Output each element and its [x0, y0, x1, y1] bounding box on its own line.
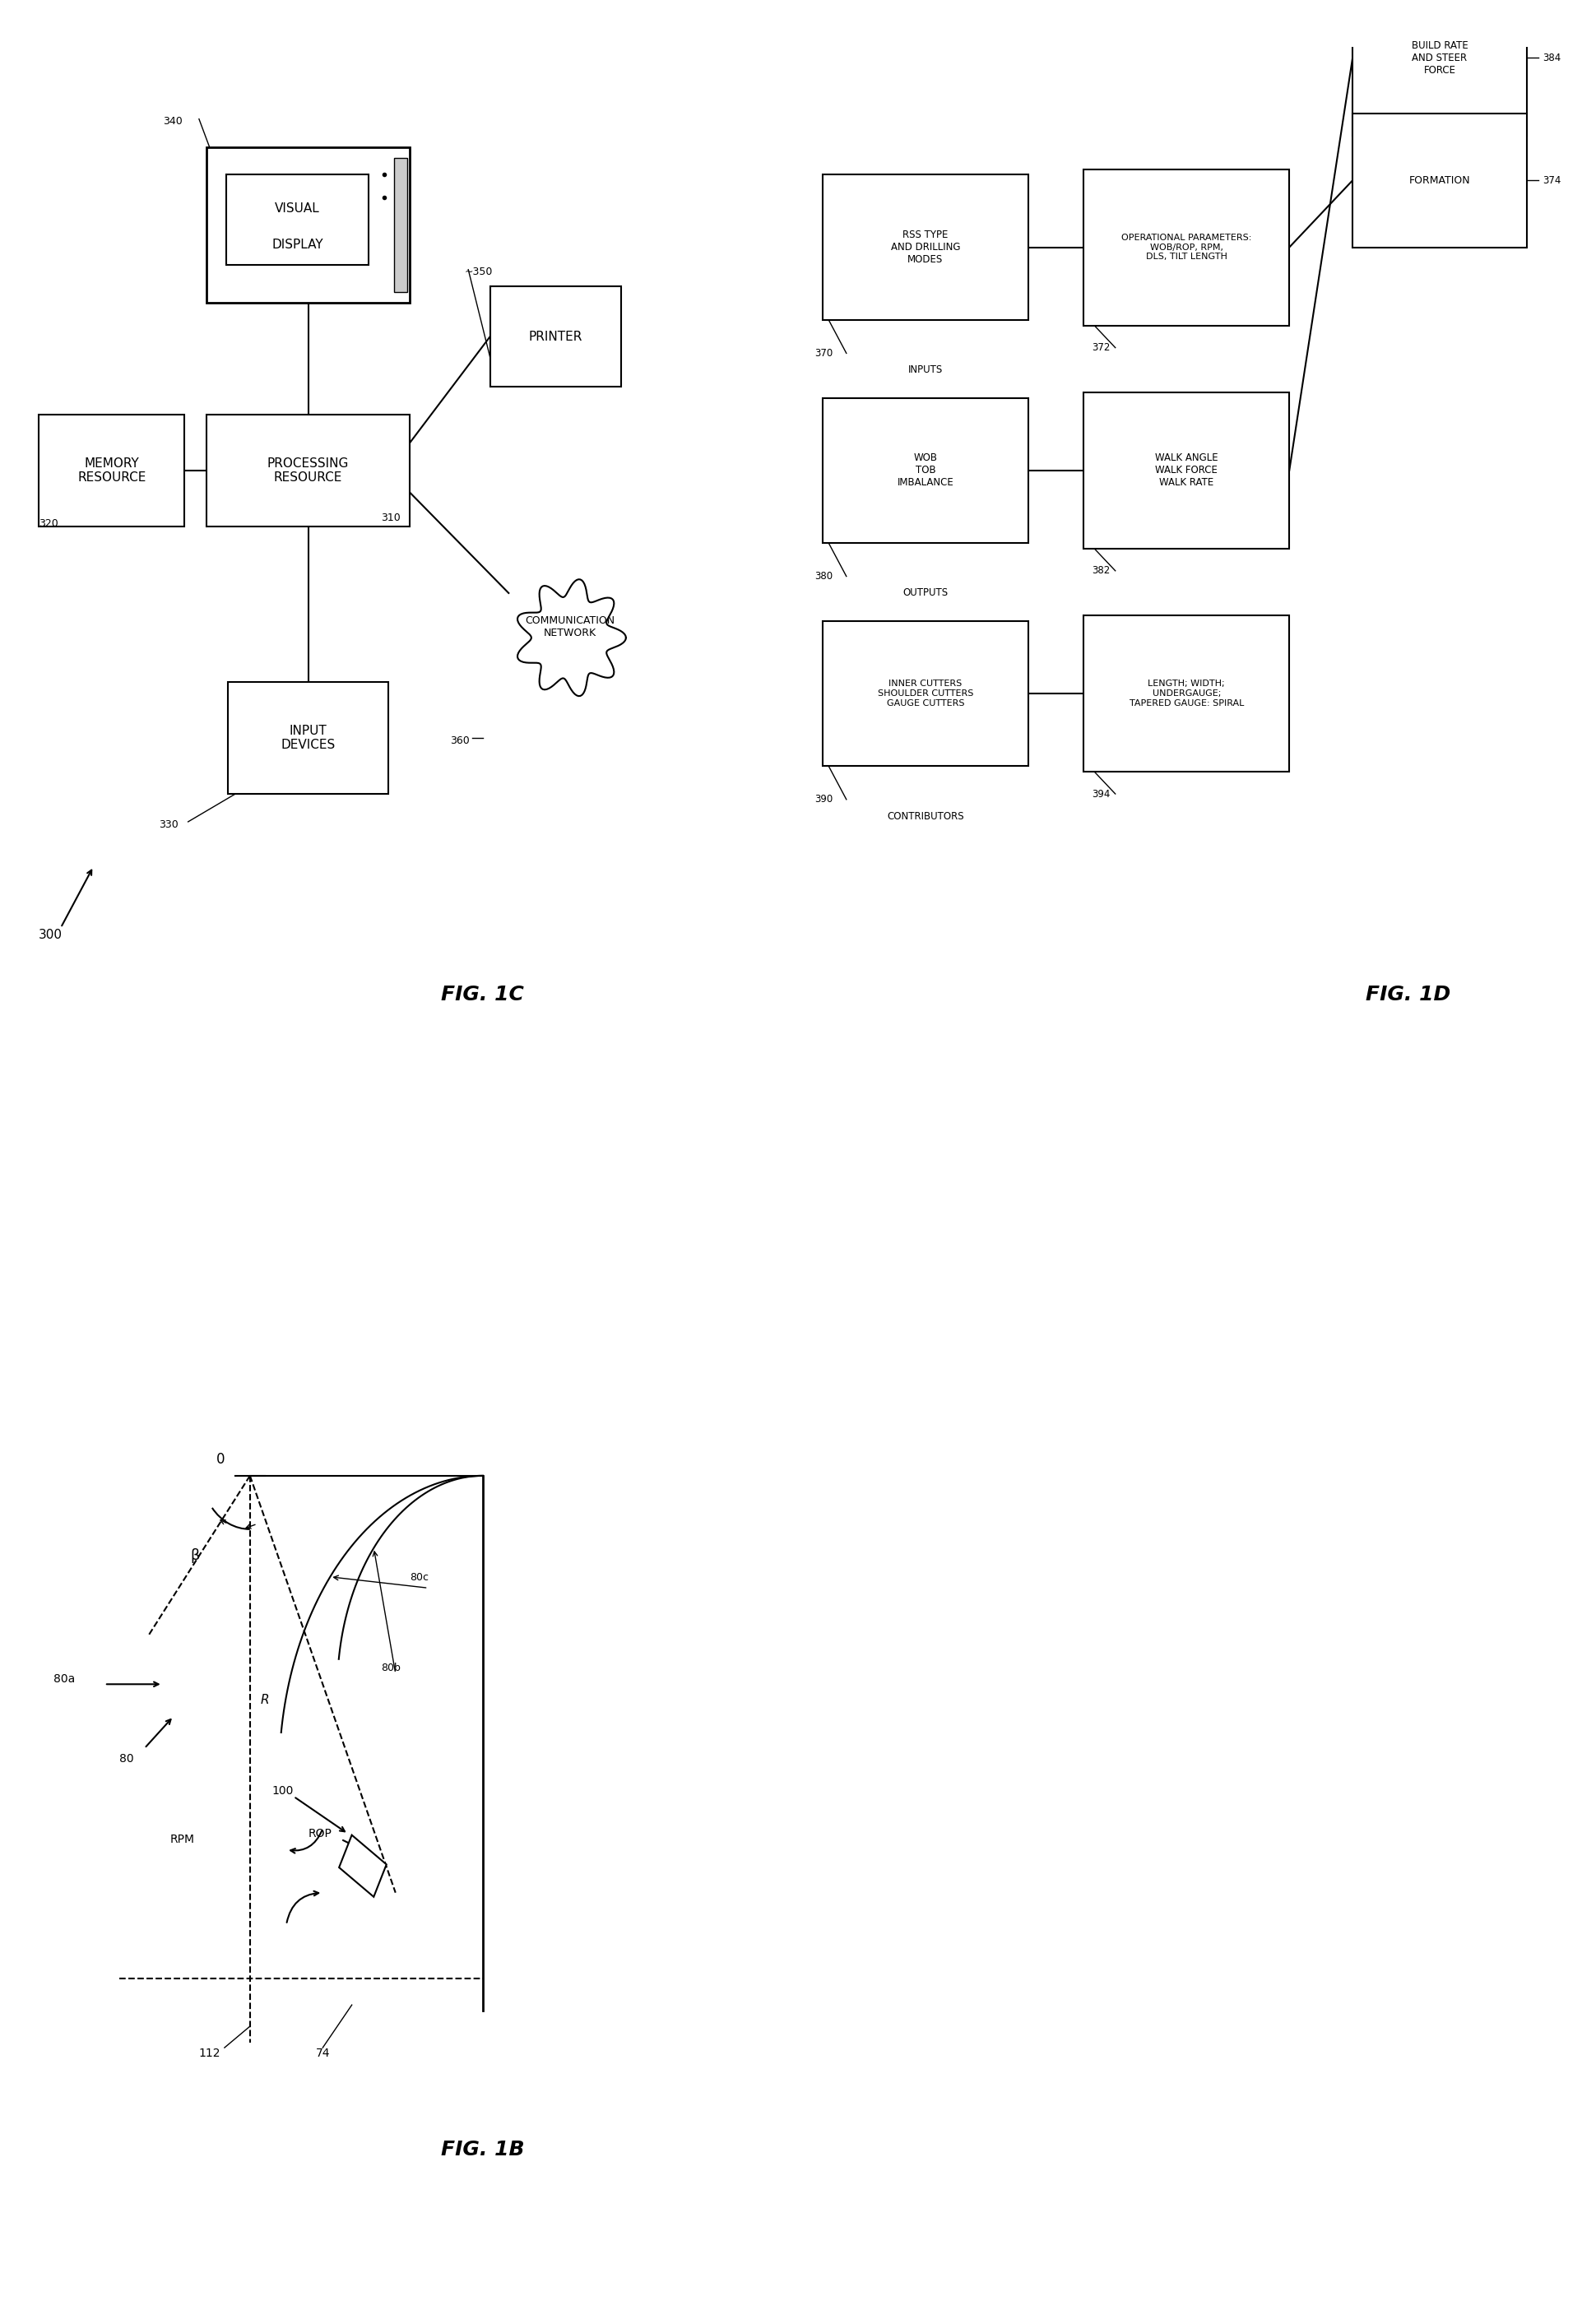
Text: FIG. 1B: FIG. 1B	[441, 2140, 525, 2159]
Bar	[394, 158, 407, 293]
Text: 372: 372	[1092, 342, 1111, 353]
Bar	[228, 683, 388, 795]
Bar	[823, 174, 1028, 321]
Text: 80: 80	[119, 1752, 133, 1764]
Text: FIG. 1C: FIG. 1C	[441, 985, 524, 1004]
Bar	[1084, 393, 1289, 548]
Text: INNER CUTTERS
SHOULDER CUTTERS
GAUGE CUTTERS: INNER CUTTERS SHOULDER CUTTERS GAUGE CUT…	[878, 681, 973, 706]
Bar	[490, 286, 622, 386]
Text: LENGTH; WIDTH;
UNDERGAUGE;
TAPERED GAUGE: SPIRAL: LENGTH; WIDTH; UNDERGAUGE; TAPERED GAUGE…	[1130, 681, 1243, 706]
Text: 300: 300	[40, 930, 63, 941]
Text: 112: 112	[199, 2047, 221, 2059]
Text: WALK ANGLE
WALK FORCE
WALK RATE: WALK ANGLE WALK FORCE WALK RATE	[1155, 453, 1218, 488]
Text: 370: 370	[815, 349, 834, 358]
Bar	[206, 414, 410, 525]
Text: INPUT
DEVICES: INPUT DEVICES	[282, 725, 335, 751]
Text: RPM: RPM	[169, 1834, 195, 1845]
Bar	[1084, 616, 1289, 772]
Text: OUTPUTS: OUTPUTS	[903, 588, 948, 600]
Text: INPUTS: INPUTS	[908, 365, 943, 376]
Text: WOB
TOB
IMBALANCE: WOB TOB IMBALANCE	[897, 453, 954, 488]
Bar	[226, 174, 369, 265]
Text: 100: 100	[272, 1785, 294, 1796]
Text: BUILD RATE
AND STEER
FORCE: BUILD RATE AND STEER FORCE	[1411, 40, 1468, 74]
Text: MEMORY
RESOURCE: MEMORY RESOURCE	[78, 458, 146, 483]
Text: RSS TYPE
AND DRILLING
MODES: RSS TYPE AND DRILLING MODES	[891, 230, 960, 265]
Text: ~350: ~350	[465, 267, 494, 277]
Text: 382: 382	[1092, 565, 1111, 576]
Text: FIG. 1D: FIG. 1D	[1365, 985, 1451, 1004]
Polygon shape	[339, 1836, 386, 1896]
Text: 374: 374	[1542, 174, 1561, 186]
Text: 380: 380	[815, 572, 834, 581]
Text: 74: 74	[315, 2047, 331, 2059]
Text: DISPLAY: DISPLAY	[272, 239, 323, 251]
Text: CONTRIBUTORS: CONTRIBUTORS	[888, 811, 963, 823]
Text: 330: 330	[160, 818, 179, 830]
Text: 384: 384	[1542, 51, 1561, 63]
Text: β: β	[191, 1548, 199, 1564]
Text: FORMATION: FORMATION	[1410, 174, 1470, 186]
Bar	[1353, 114, 1527, 246]
Polygon shape	[517, 579, 626, 697]
Bar	[823, 621, 1028, 767]
Text: 320: 320	[40, 518, 59, 528]
Text: ROP: ROP	[308, 1829, 332, 1841]
Bar	[206, 146, 410, 302]
Text: 340: 340	[163, 116, 182, 128]
Bar	[1353, 0, 1527, 135]
Text: 80b: 80b	[381, 1662, 400, 1673]
Text: COMMUNICATION
NETWORK: COMMUNICATION NETWORK	[525, 616, 615, 639]
Text: 0: 0	[217, 1452, 225, 1466]
Text: PRINTER: PRINTER	[528, 330, 582, 342]
Text: 80c: 80c	[410, 1571, 429, 1583]
Bar	[1084, 170, 1289, 325]
Text: 394: 394	[1092, 788, 1111, 799]
Text: PROCESSING
RESOURCE: PROCESSING RESOURCE	[267, 458, 350, 483]
Text: 310: 310	[381, 511, 400, 523]
Text: R: R	[259, 1694, 269, 1706]
Text: 390: 390	[815, 795, 834, 804]
Bar	[40, 414, 185, 525]
Text: VISUAL: VISUAL	[275, 202, 320, 214]
Bar	[823, 397, 1028, 544]
Text: 360: 360	[451, 734, 470, 746]
Text: 80a: 80a	[54, 1673, 74, 1685]
Text: OPERATIONAL PARAMETERS:
WOB/ROP, RPM,
DLS, TILT LENGTH: OPERATIONAL PARAMETERS: WOB/ROP, RPM, DL…	[1122, 235, 1251, 260]
